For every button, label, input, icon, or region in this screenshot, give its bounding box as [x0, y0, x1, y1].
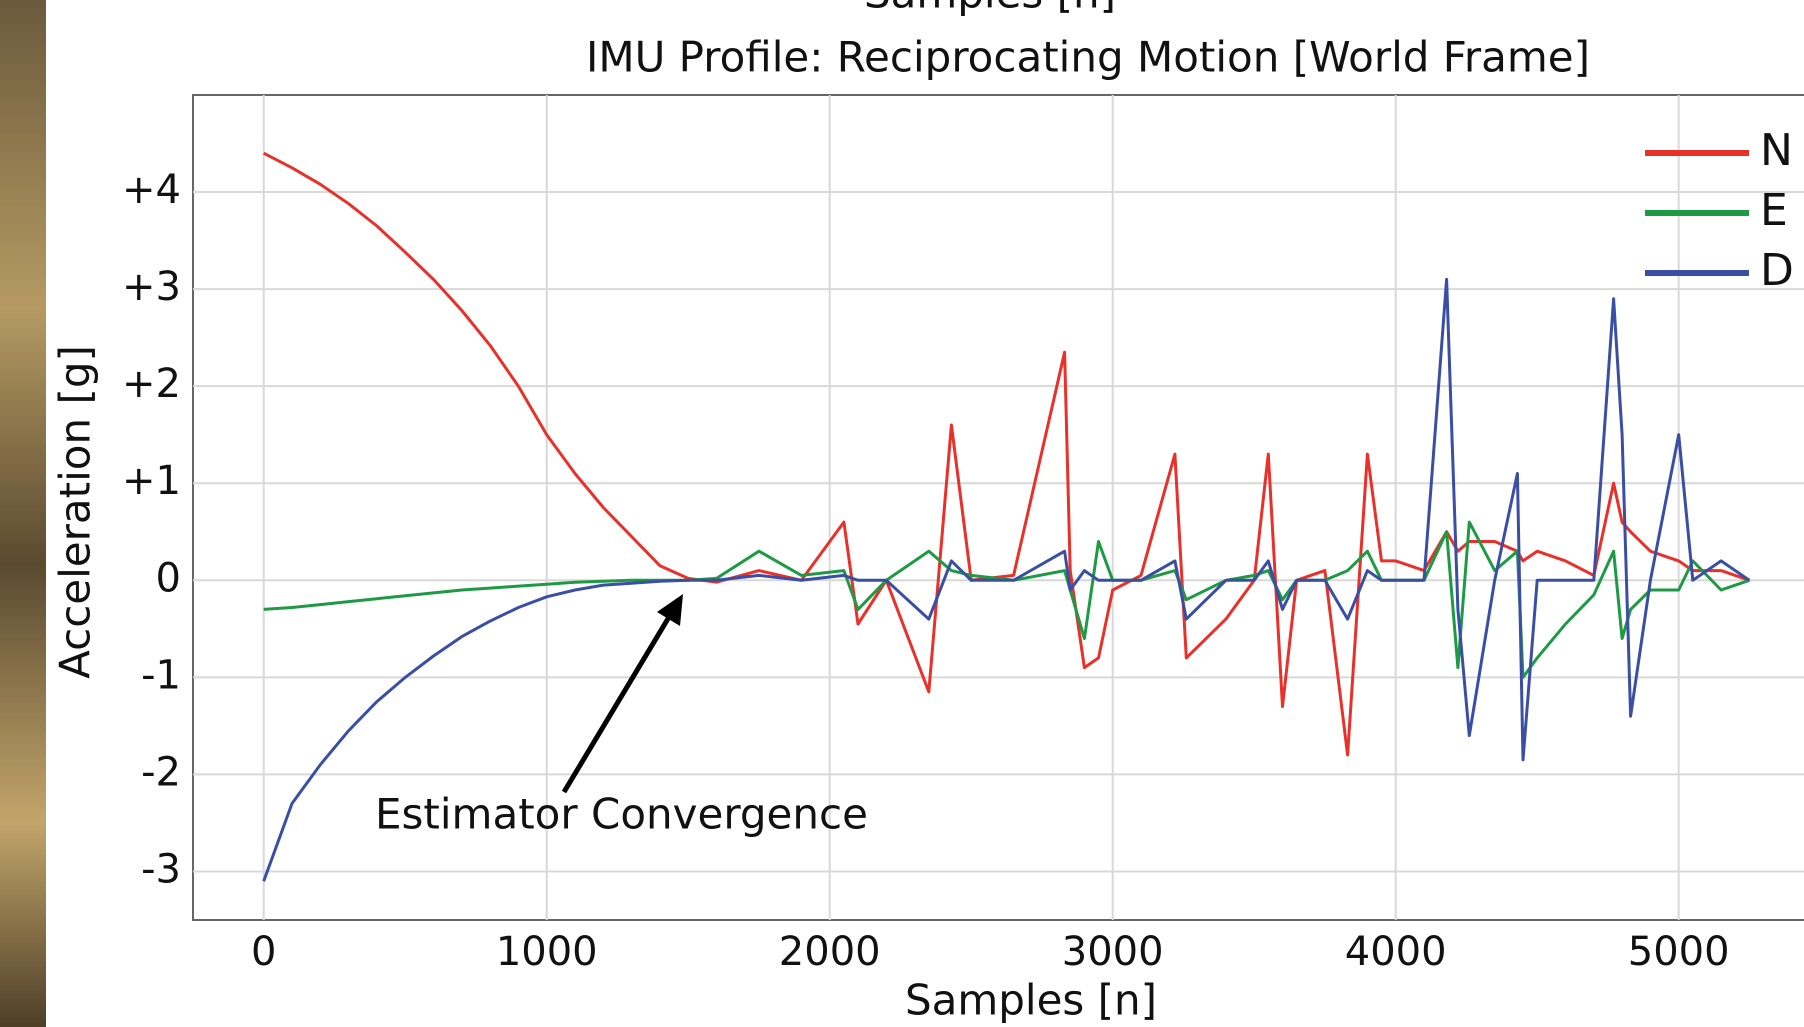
plot-area: +4 +3 +2 +1 0 -1 -2 -3 0 1000 2000 3000 4000 5000	[122, 94, 1804, 975]
annotation: Estimator Convergence	[375, 790, 868, 839]
x-tick-label: 1000	[496, 929, 598, 975]
y-tick-label: -1	[141, 652, 181, 698]
series-line	[262, 277, 1751, 882]
series-line	[263, 151, 1750, 757]
y-tick-label: -2	[141, 749, 181, 795]
legend-label: D	[1760, 245, 1794, 296]
x-tick-label: 5000	[1628, 929, 1730, 975]
background-photo	[0, 0, 46, 1027]
top-caption: Samples [n]	[864, 0, 1116, 18]
y-tick-label: -3	[141, 846, 181, 892]
y-tick-label: +2	[122, 361, 181, 407]
x-tick-label: 2000	[779, 929, 881, 975]
plot-background	[192, 94, 1804, 921]
x-tick-label: 4000	[1345, 929, 1447, 975]
x-tick-label: 3000	[1062, 929, 1164, 975]
x-tick-label: 0	[251, 929, 276, 975]
legend-label: N	[1760, 125, 1793, 176]
legend-label: E	[1760, 185, 1788, 236]
y-tick-label: +3	[122, 264, 181, 310]
y-tick-label: +4	[122, 167, 181, 213]
y-axis-label: Acceleration [g]	[51, 345, 100, 679]
y-tick-label: 0	[156, 555, 181, 601]
annotation-arrow	[561, 610, 675, 794]
x-axis-label: Samples [n]	[905, 976, 1157, 1025]
y-tick-label: +1	[122, 458, 181, 504]
chart-title: IMU Profile: Reciprocating Motion [World…	[586, 33, 1590, 82]
annotation-arrowhead	[657, 594, 683, 626]
